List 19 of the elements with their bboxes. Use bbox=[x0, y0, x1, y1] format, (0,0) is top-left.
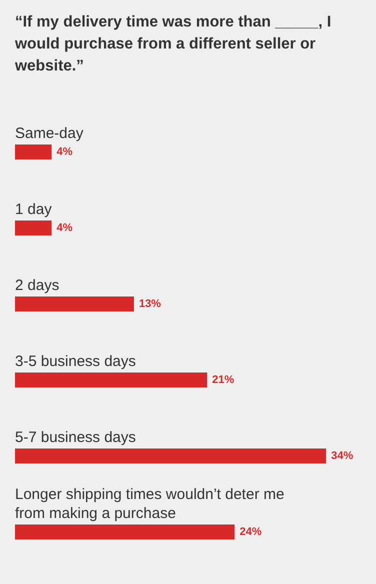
data-label: 24% bbox=[240, 526, 262, 538]
bar bbox=[15, 372, 208, 388]
y-tick-label: 3-5 business days bbox=[15, 353, 136, 370]
y-tick-label: 2 days bbox=[15, 277, 60, 294]
y-tick-label: 1 day bbox=[15, 201, 52, 218]
data-label: 4% bbox=[56, 222, 73, 234]
data-label: 34% bbox=[331, 450, 354, 462]
bar bbox=[15, 296, 134, 312]
data-label: 4% bbox=[56, 146, 73, 158]
bar bbox=[15, 144, 52, 160]
data-label: 21% bbox=[212, 374, 234, 386]
y-tick-label: Same-day bbox=[15, 125, 84, 142]
y-tick-label: 5-7 business days bbox=[15, 429, 136, 446]
y-tick-label: Longer shipping times wouldn’t deter me from making a purchase bbox=[15, 486, 284, 522]
bar bbox=[15, 448, 326, 464]
chart-title: “If my delivery time was more than _____, I would purchase from a different seller or website.” bbox=[14, 14, 332, 74]
bar bbox=[15, 524, 235, 540]
data-label: 13% bbox=[138, 298, 162, 310]
bar bbox=[15, 220, 52, 236]
